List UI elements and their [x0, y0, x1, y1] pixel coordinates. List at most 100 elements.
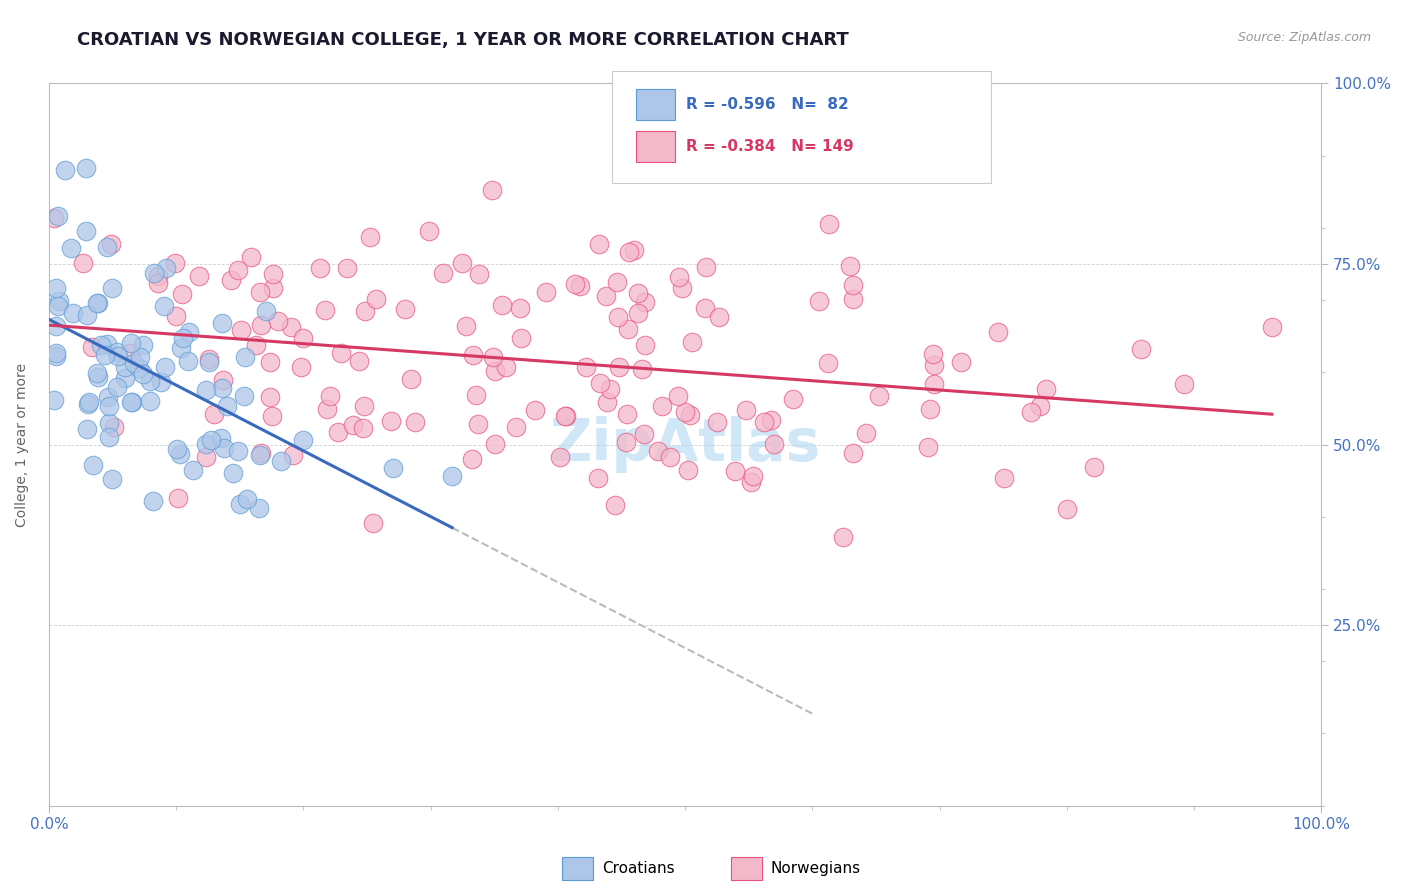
Point	[394, 301, 416, 316]
Point	[380, 414, 402, 428]
Point	[418, 224, 440, 238]
Point	[142, 493, 165, 508]
Point	[523, 402, 546, 417]
Point	[100, 236, 122, 251]
Point	[616, 408, 638, 422]
Point	[673, 405, 696, 419]
Point	[1056, 502, 1078, 516]
Point	[668, 270, 690, 285]
Point	[709, 310, 731, 324]
Point	[97, 430, 120, 444]
Point	[309, 261, 332, 276]
Point	[842, 292, 865, 306]
Point	[48, 293, 70, 308]
Point	[139, 374, 162, 388]
Point	[676, 463, 699, 477]
Point	[120, 336, 142, 351]
Point	[132, 368, 155, 382]
Point	[233, 389, 256, 403]
Point	[163, 256, 186, 270]
Point	[627, 285, 650, 300]
Point	[381, 460, 404, 475]
Point	[1035, 382, 1057, 396]
Point	[808, 294, 831, 309]
Point	[1261, 320, 1284, 334]
Point	[817, 356, 839, 370]
Point	[166, 442, 188, 456]
Point	[105, 345, 128, 359]
Point	[617, 321, 640, 335]
Point	[120, 395, 142, 409]
Point	[228, 263, 250, 277]
Point	[623, 243, 645, 257]
Point	[195, 450, 218, 464]
Point	[198, 355, 221, 369]
Point	[342, 417, 364, 432]
Point	[42, 211, 65, 225]
Text: CROATIAN VS NORWEGIAN COLLEGE, 1 YEAR OR MORE CORRELATION CHART: CROATIAN VS NORWEGIAN COLLEGE, 1 YEAR OR…	[77, 31, 849, 49]
Point	[842, 278, 865, 293]
Point	[45, 349, 67, 363]
Point	[172, 331, 194, 345]
Point	[262, 267, 284, 281]
Point	[96, 336, 118, 351]
Point	[270, 454, 292, 468]
Point	[132, 338, 155, 352]
Point	[634, 295, 657, 310]
Point	[212, 441, 235, 455]
Point	[219, 273, 242, 287]
Point	[762, 437, 785, 451]
Point	[212, 373, 235, 387]
Point	[432, 267, 454, 281]
Point	[96, 240, 118, 254]
Point	[72, 255, 94, 269]
Point	[724, 464, 747, 478]
Point	[451, 255, 474, 269]
Point	[589, 376, 612, 390]
Text: Croatians: Croatians	[602, 862, 675, 876]
Point	[139, 393, 162, 408]
Point	[247, 501, 270, 516]
Point	[75, 161, 97, 176]
Point	[831, 530, 853, 544]
Point	[211, 316, 233, 330]
Point	[46, 209, 69, 223]
Point	[839, 259, 862, 273]
Point	[759, 412, 782, 426]
Text: Norwegians: Norwegians	[770, 862, 860, 876]
Point	[482, 350, 505, 364]
Point	[231, 323, 253, 337]
Point	[121, 395, 143, 409]
Point	[291, 433, 314, 447]
Point	[149, 375, 172, 389]
Point	[399, 372, 422, 386]
Point	[181, 463, 204, 477]
Point	[170, 341, 193, 355]
Point	[509, 301, 531, 315]
Point	[706, 415, 728, 429]
Point	[226, 443, 249, 458]
Point	[267, 313, 290, 327]
Point	[45, 319, 67, 334]
Point	[97, 390, 120, 404]
Point	[105, 380, 128, 394]
Point	[868, 389, 890, 403]
Point	[315, 401, 337, 416]
Point	[198, 351, 221, 366]
Point	[454, 319, 477, 334]
Point	[550, 450, 572, 464]
Point	[146, 276, 169, 290]
Point	[605, 498, 627, 512]
Point	[336, 260, 359, 275]
Point	[314, 302, 336, 317]
Point	[555, 409, 578, 424]
Point	[505, 419, 527, 434]
Point	[87, 370, 110, 384]
Text: ZipAtlas: ZipAtlas	[550, 416, 821, 473]
Point	[352, 421, 374, 435]
Point	[481, 183, 503, 197]
Point	[328, 425, 350, 439]
Point	[647, 444, 669, 458]
Point	[918, 401, 941, 416]
Point	[987, 325, 1010, 339]
